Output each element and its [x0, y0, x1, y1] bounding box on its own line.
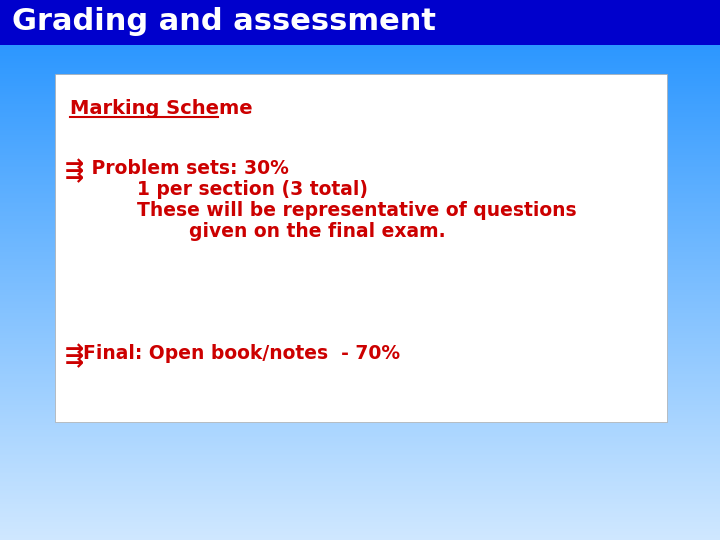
Text: Final: Open book/notes  - 70%: Final: Open book/notes - 70%: [83, 344, 400, 363]
FancyBboxPatch shape: [0, 0, 720, 45]
Text: Grading and assessment: Grading and assessment: [12, 6, 436, 36]
Text: ⇶: ⇶: [65, 159, 84, 184]
FancyBboxPatch shape: [55, 74, 667, 422]
Text: ⇶: ⇶: [65, 344, 84, 368]
Text: Marking Scheme: Marking Scheme: [70, 99, 253, 118]
Text: given on the final exam.: given on the final exam.: [85, 222, 446, 241]
Text: 1 per section (3 total): 1 per section (3 total): [85, 180, 368, 199]
Text: Problem sets: 30%: Problem sets: 30%: [85, 159, 289, 178]
Text: These will be representative of questions: These will be representative of question…: [85, 201, 577, 220]
